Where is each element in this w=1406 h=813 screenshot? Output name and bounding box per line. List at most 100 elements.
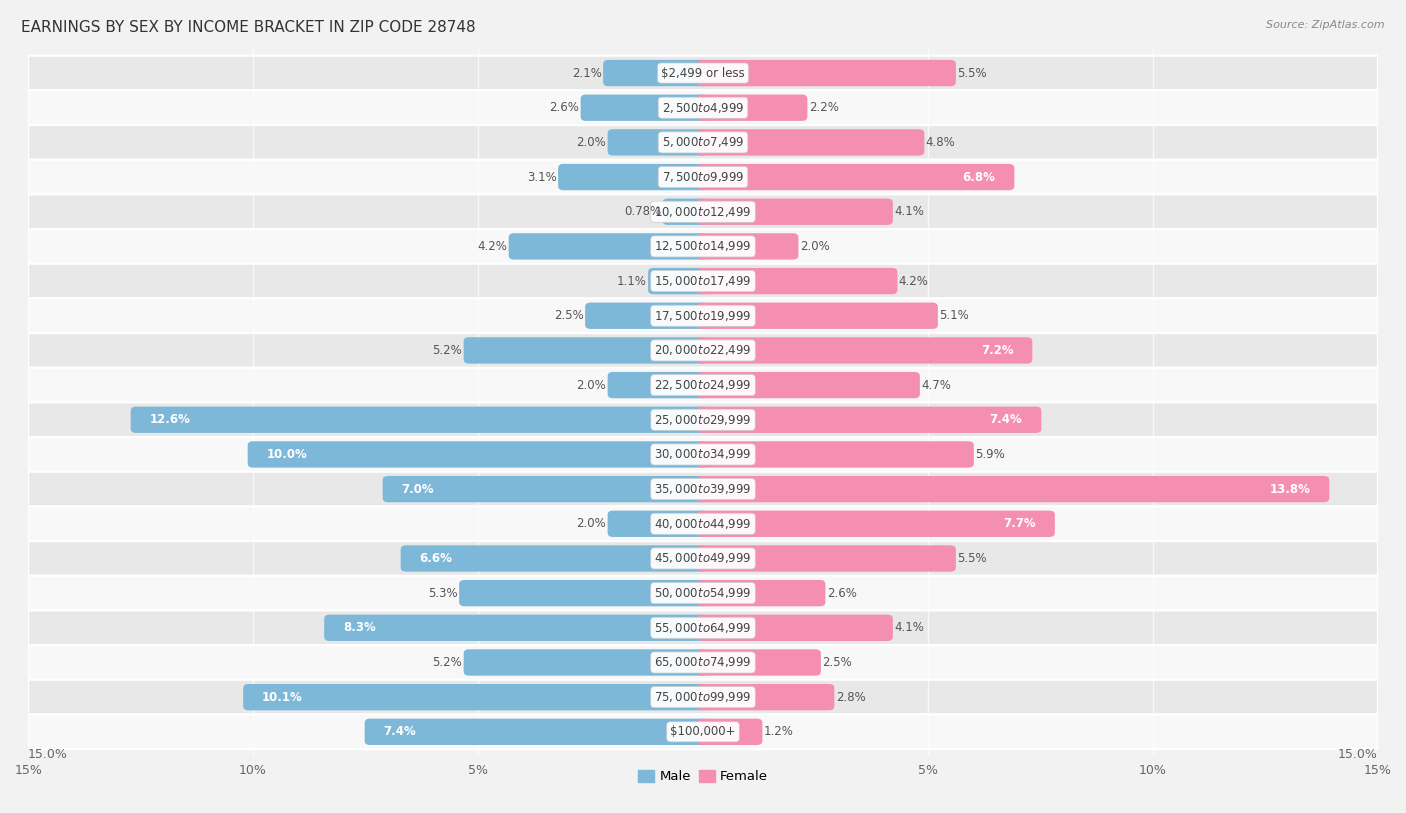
FancyBboxPatch shape [697,406,1042,433]
Text: $30,000 to $34,999: $30,000 to $34,999 [654,447,752,462]
FancyBboxPatch shape [28,159,1378,194]
Text: 5.9%: 5.9% [976,448,1005,461]
Text: 13.8%: 13.8% [1270,483,1310,496]
Text: $22,500 to $24,999: $22,500 to $24,999 [654,378,752,392]
Text: 5.5%: 5.5% [957,67,987,80]
Text: 12.6%: 12.6% [149,413,190,426]
Text: $7,500 to $9,999: $7,500 to $9,999 [662,170,744,184]
Text: 8.3%: 8.3% [343,621,375,634]
FancyBboxPatch shape [607,129,709,155]
FancyBboxPatch shape [697,650,821,676]
FancyBboxPatch shape [697,337,1032,363]
Text: 4.8%: 4.8% [925,136,956,149]
FancyBboxPatch shape [662,198,709,225]
Text: $65,000 to $74,999: $65,000 to $74,999 [654,655,752,669]
Text: 6.6%: 6.6% [419,552,453,565]
Text: 2.6%: 2.6% [550,102,579,114]
FancyBboxPatch shape [28,298,1378,333]
FancyBboxPatch shape [697,129,924,155]
Text: $10,000 to $12,499: $10,000 to $12,499 [654,205,752,219]
FancyBboxPatch shape [697,94,807,121]
FancyBboxPatch shape [28,263,1378,298]
Text: $100,000+: $100,000+ [671,725,735,738]
Text: $55,000 to $64,999: $55,000 to $64,999 [654,621,752,635]
FancyBboxPatch shape [131,406,709,433]
FancyBboxPatch shape [697,511,1054,537]
FancyBboxPatch shape [28,680,1378,715]
Text: $45,000 to $49,999: $45,000 to $49,999 [654,551,752,566]
FancyBboxPatch shape [697,268,897,294]
FancyBboxPatch shape [585,302,709,329]
FancyBboxPatch shape [364,719,709,745]
Text: $2,499 or less: $2,499 or less [661,67,745,80]
FancyBboxPatch shape [697,580,825,606]
FancyBboxPatch shape [697,684,834,711]
FancyBboxPatch shape [697,233,799,259]
Text: 0.78%: 0.78% [624,205,661,218]
Text: 7.0%: 7.0% [402,483,434,496]
Text: 10.1%: 10.1% [262,691,302,703]
FancyBboxPatch shape [28,506,1378,541]
Text: 5.3%: 5.3% [429,587,458,600]
Text: $17,500 to $19,999: $17,500 to $19,999 [654,309,752,323]
FancyBboxPatch shape [464,337,709,363]
FancyBboxPatch shape [648,268,709,294]
Text: 2.6%: 2.6% [827,587,856,600]
FancyBboxPatch shape [697,546,956,572]
FancyBboxPatch shape [243,684,709,711]
Text: $5,000 to $7,499: $5,000 to $7,499 [662,136,744,150]
Text: 1.2%: 1.2% [763,725,793,738]
FancyBboxPatch shape [28,367,1378,402]
Text: $12,500 to $14,999: $12,500 to $14,999 [654,239,752,254]
FancyBboxPatch shape [558,164,709,190]
FancyBboxPatch shape [28,90,1378,125]
Text: 1.1%: 1.1% [617,275,647,288]
Legend: Male, Female: Male, Female [633,764,773,789]
FancyBboxPatch shape [697,476,1329,502]
Text: 2.0%: 2.0% [576,136,606,149]
Text: 4.1%: 4.1% [894,205,924,218]
Text: 4.7%: 4.7% [921,379,950,392]
Text: 6.8%: 6.8% [963,171,995,184]
FancyBboxPatch shape [28,402,1378,437]
Text: 4.2%: 4.2% [478,240,508,253]
Text: 2.0%: 2.0% [576,517,606,530]
Text: 5.2%: 5.2% [433,656,463,669]
Text: 3.1%: 3.1% [527,171,557,184]
FancyBboxPatch shape [28,56,1378,90]
FancyBboxPatch shape [697,198,893,225]
Text: $2,500 to $4,999: $2,500 to $4,999 [662,101,744,115]
Text: 2.5%: 2.5% [554,309,583,322]
FancyBboxPatch shape [28,229,1378,263]
FancyBboxPatch shape [697,302,938,329]
Text: 7.4%: 7.4% [990,413,1022,426]
Text: $15,000 to $17,499: $15,000 to $17,499 [654,274,752,288]
Text: $20,000 to $22,499: $20,000 to $22,499 [654,343,752,358]
Text: 5.2%: 5.2% [433,344,463,357]
FancyBboxPatch shape [28,472,1378,506]
FancyBboxPatch shape [28,125,1378,159]
FancyBboxPatch shape [697,60,956,86]
FancyBboxPatch shape [28,333,1378,367]
Text: $75,000 to $99,999: $75,000 to $99,999 [654,690,752,704]
Text: 2.0%: 2.0% [800,240,830,253]
Text: 10.0%: 10.0% [267,448,308,461]
FancyBboxPatch shape [382,476,709,502]
FancyBboxPatch shape [697,441,974,467]
Text: 7.4%: 7.4% [384,725,416,738]
Text: 7.2%: 7.2% [981,344,1014,357]
Text: 7.7%: 7.7% [1004,517,1036,530]
Text: 2.0%: 2.0% [576,379,606,392]
Text: Source: ZipAtlas.com: Source: ZipAtlas.com [1267,20,1385,30]
FancyBboxPatch shape [697,615,893,641]
FancyBboxPatch shape [28,611,1378,646]
Text: 15.0%: 15.0% [28,748,67,761]
FancyBboxPatch shape [464,650,709,676]
Text: EARNINGS BY SEX BY INCOME BRACKET IN ZIP CODE 28748: EARNINGS BY SEX BY INCOME BRACKET IN ZIP… [21,20,475,35]
FancyBboxPatch shape [28,194,1378,229]
Text: $25,000 to $29,999: $25,000 to $29,999 [654,413,752,427]
FancyBboxPatch shape [581,94,709,121]
FancyBboxPatch shape [697,164,1014,190]
Text: 4.1%: 4.1% [894,621,924,634]
FancyBboxPatch shape [607,372,709,398]
